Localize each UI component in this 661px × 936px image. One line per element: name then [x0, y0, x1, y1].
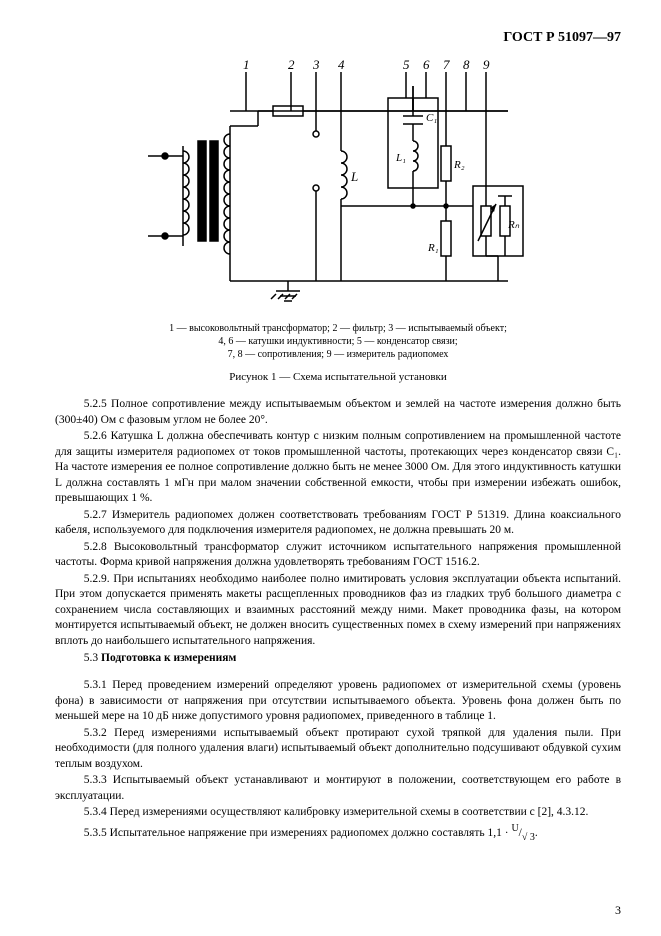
para-5-2-8: 5.2.8 Высоковольтный трансформатор служи…	[55, 540, 621, 571]
svg-text:9: 9	[483, 57, 490, 72]
legend-line: 7, 8 — сопротивления; 9 — измеритель рад…	[55, 348, 621, 361]
para-5-3-5-pre: 5.3.5 Испытательное напряжение при измер…	[84, 827, 512, 839]
legend-line: 4, 6 — катушки индуктивности; 5 — конден…	[55, 335, 621, 348]
para-5-2-6: 5.2.6 Катушка L должна обеспечивать конт…	[55, 429, 621, 507]
formula-numerator: U	[511, 823, 518, 834]
para-5-3-1: 5.3.1 Перед проведением измерений опреде…	[55, 678, 621, 725]
para-5-3-2: 5.3.2 Перед измерениями испытываемый объ…	[55, 726, 621, 773]
para-5-3-4: 5.3.4 Перед измерениями осуществляют кал…	[55, 805, 621, 821]
page-number: 3	[615, 903, 621, 918]
svg-text:R₁: R₁	[427, 242, 439, 254]
svg-text:3: 3	[312, 57, 320, 72]
svg-text:L₁: L₁	[395, 152, 406, 164]
heading-5-3-bold: Подготовка к измерениям	[101, 652, 236, 664]
para-5-3-5: 5.3.5 Испытательное напряжение при измер…	[55, 822, 621, 845]
svg-text:7: 7	[443, 57, 450, 72]
para-5-3-3: 5.3.3 Испытываемый объект устанавливают …	[55, 773, 621, 804]
svg-text:L: L	[350, 169, 358, 184]
svg-text:5: 5	[403, 57, 410, 72]
doc-header: ГОСТ Р 51097—97	[55, 30, 621, 46]
legend-line: 1 — высоковольтный трансформатор; 2 — фи…	[55, 322, 621, 335]
para-5-2-9: 5.2.9. При испытаниях необходимо наиболе…	[55, 572, 621, 650]
para-5-2-5: 5.2.5 Полное сопротивление между испытыв…	[55, 397, 621, 428]
schematic-svg: 1 2 3 4 56789	[138, 56, 538, 316]
svg-text:8: 8	[463, 57, 470, 72]
heading-5-3: 5.3 Подготовка к измерениям	[55, 651, 621, 667]
figure-1: 1 2 3 4 56789	[55, 56, 621, 383]
svg-text:C₁: C₁	[426, 112, 437, 124]
formula-denominator: √ 3	[522, 832, 535, 843]
svg-text:1: 1	[243, 57, 250, 72]
svg-text:6: 6	[423, 57, 430, 72]
para-5-3-5-post: .	[535, 827, 538, 839]
svg-text:2: 2	[288, 57, 295, 72]
svg-text:Rₙ: Rₙ	[507, 219, 520, 231]
svg-text:R₂: R₂	[453, 159, 465, 171]
svg-text:4: 4	[338, 57, 345, 72]
figure-legend: 1 — высоковольтный трансформатор; 2 — фи…	[55, 322, 621, 361]
para-5-2-7: 5.2.7 Измеритель радиопомех должен соотв…	[55, 508, 621, 539]
figure-caption: Рисунок 1 — Схема испытательной установк…	[55, 371, 621, 383]
